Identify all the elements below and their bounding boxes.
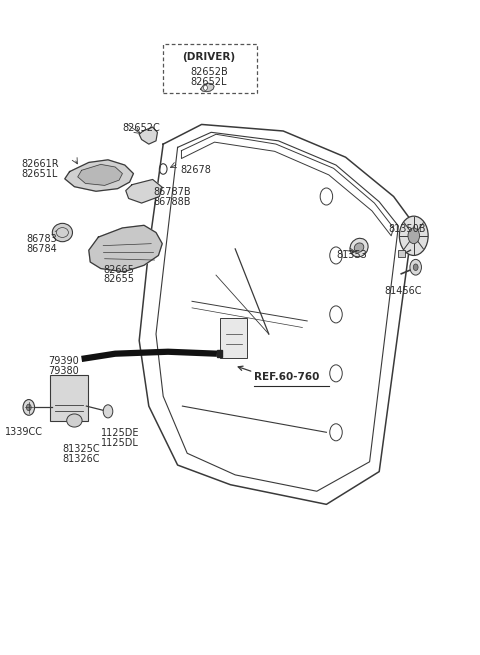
Circle shape [26,404,31,411]
Circle shape [408,228,420,244]
Text: 82652L: 82652L [191,77,227,87]
Polygon shape [139,127,157,144]
Text: 86783: 86783 [26,234,57,244]
Circle shape [410,259,421,275]
Text: 1125DE: 1125DE [101,428,139,438]
Text: 1339CC: 1339CC [5,427,43,437]
Polygon shape [65,160,133,191]
FancyBboxPatch shape [220,318,247,358]
Circle shape [103,405,113,418]
Text: 82661R: 82661R [22,159,59,169]
Polygon shape [126,179,162,203]
Text: 86788B: 86788B [154,196,191,206]
Text: 79380: 79380 [48,366,79,376]
Text: (DRIVER): (DRIVER) [182,52,235,62]
Text: 81456C: 81456C [384,286,421,296]
Ellipse shape [354,243,364,252]
Circle shape [204,85,207,90]
Text: 86787B: 86787B [154,187,191,197]
Circle shape [399,216,428,255]
Polygon shape [217,350,222,357]
Polygon shape [201,83,214,92]
Text: REF.60-760: REF.60-760 [254,372,320,382]
Circle shape [23,400,35,415]
Text: 81326C: 81326C [62,454,100,464]
FancyBboxPatch shape [163,44,257,93]
Text: 1125DL: 1125DL [101,438,139,447]
FancyBboxPatch shape [50,375,88,421]
Text: 79390: 79390 [48,356,79,366]
Text: 82651L: 82651L [22,169,58,179]
Text: 81325C: 81325C [62,444,100,454]
Text: 82678: 82678 [180,165,211,175]
Text: 86784: 86784 [26,244,57,253]
Polygon shape [89,225,162,272]
Polygon shape [78,164,122,185]
Bar [398,250,405,257]
Text: 82665: 82665 [103,265,134,274]
Text: 81350B: 81350B [389,224,426,234]
Ellipse shape [67,414,82,427]
Text: 81353: 81353 [336,250,367,260]
Text: 82655: 82655 [103,274,134,284]
Ellipse shape [350,238,368,257]
Ellipse shape [52,223,72,242]
Circle shape [413,264,418,271]
Text: 82652B: 82652B [190,67,228,77]
Text: 82652C: 82652C [122,123,160,133]
